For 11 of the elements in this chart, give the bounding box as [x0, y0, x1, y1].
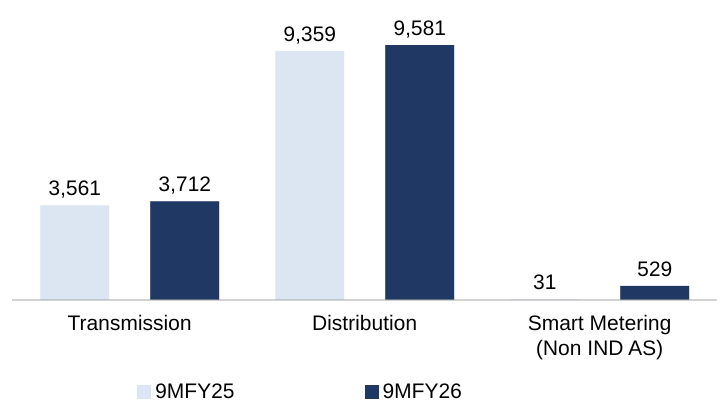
data-label: 529	[637, 258, 672, 281]
data-label: 3,561	[48, 177, 101, 200]
data-label: 31	[533, 271, 556, 294]
legend-label: 9MFY26	[382, 380, 462, 403]
data-label: 9,359	[283, 22, 336, 46]
x-tick-label: Distribution	[312, 312, 418, 335]
data-label: 3,712	[158, 173, 211, 196]
data-label: 9,581	[393, 17, 446, 40]
x-tick-label: Smart Metering (Non IND AS)	[528, 312, 672, 360]
x-tick-label: Transmission	[67, 312, 192, 335]
legend-label: 9MFY25	[155, 380, 234, 403]
